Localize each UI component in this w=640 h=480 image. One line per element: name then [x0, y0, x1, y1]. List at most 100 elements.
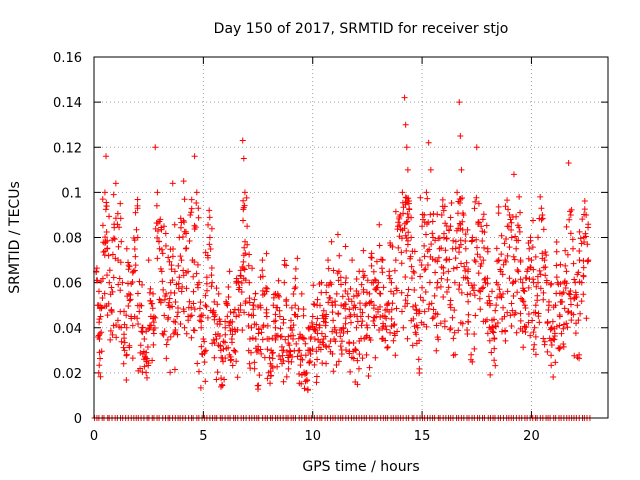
data-point	[537, 193, 544, 200]
data-point	[104, 312, 111, 319]
data-point	[117, 287, 124, 294]
data-point	[219, 382, 226, 389]
data-point	[209, 279, 216, 286]
data-point	[252, 290, 259, 297]
data-point	[430, 306, 437, 313]
data-point	[342, 279, 349, 286]
data-point	[288, 304, 295, 311]
data-point	[275, 277, 282, 284]
data-point	[553, 238, 560, 245]
data-point	[232, 348, 239, 355]
data-point	[169, 303, 176, 310]
data-point	[366, 290, 373, 297]
data-point	[290, 332, 297, 339]
data-point	[101, 290, 108, 297]
data-point	[353, 287, 360, 294]
data-point	[98, 348, 105, 355]
data-point	[363, 289, 370, 296]
data-point	[289, 353, 296, 360]
chart-title: Day 150 of 2017, SRMTID for receiver stj…	[214, 21, 509, 37]
y-tick-label: 0.12	[53, 141, 82, 156]
data-point	[462, 231, 469, 238]
data-point	[565, 160, 572, 167]
data-point	[332, 338, 339, 345]
data-point	[551, 330, 558, 337]
data-point	[276, 293, 283, 300]
data-point	[544, 348, 551, 355]
data-point	[370, 305, 377, 312]
data-point	[316, 302, 323, 309]
data-point	[288, 317, 294, 324]
data-point	[512, 309, 519, 316]
data-point	[348, 298, 355, 305]
data-point	[295, 305, 302, 312]
data-point	[425, 219, 432, 226]
data-point	[181, 196, 188, 203]
data-point	[258, 329, 265, 336]
data-point	[166, 295, 173, 302]
data-point	[280, 347, 287, 354]
data-point	[342, 320, 349, 327]
data-point	[430, 314, 437, 321]
data-point	[342, 243, 349, 250]
data-point	[458, 260, 465, 267]
data-point	[580, 264, 587, 271]
data-point	[195, 205, 202, 212]
data-point	[311, 301, 318, 308]
data-point	[220, 358, 227, 365]
data-point	[177, 224, 184, 231]
data-point	[484, 280, 491, 287]
y-tick-label: 0.06	[53, 277, 82, 292]
data-point	[398, 308, 405, 315]
data-point	[348, 319, 355, 326]
data-point	[229, 362, 236, 369]
data-point	[159, 278, 166, 285]
data-point	[99, 196, 106, 203]
data-point	[346, 339, 353, 346]
data-point	[95, 369, 102, 376]
data-point	[441, 203, 448, 210]
data-point	[96, 362, 103, 369]
data-point	[183, 230, 190, 237]
data-point	[527, 237, 534, 244]
data-point	[272, 324, 279, 331]
data-point	[146, 289, 153, 296]
data-point	[368, 262, 375, 269]
data-point	[560, 289, 567, 296]
data-point	[459, 320, 466, 327]
data-point	[180, 178, 187, 185]
data-point	[561, 305, 568, 312]
data-point	[117, 200, 124, 207]
data-point	[541, 338, 548, 345]
data-point	[177, 253, 184, 260]
data-point	[392, 257, 399, 264]
data-point	[567, 208, 574, 215]
data-point	[462, 245, 469, 252]
data-point	[241, 244, 248, 251]
data-point	[411, 269, 418, 276]
data-point	[212, 311, 219, 318]
data-point	[202, 347, 209, 354]
data-point	[375, 308, 382, 315]
data-point	[196, 317, 203, 324]
data-point	[556, 290, 563, 297]
data-point	[553, 274, 560, 281]
data-point	[579, 216, 586, 223]
data-point	[113, 322, 120, 329]
data-point	[473, 244, 480, 251]
data-point	[134, 196, 141, 203]
data-point	[465, 298, 472, 305]
data-point	[175, 262, 182, 269]
data-point	[483, 316, 490, 323]
data-point	[425, 305, 432, 312]
data-point	[291, 285, 298, 292]
data-point	[117, 215, 124, 222]
data-point	[408, 263, 415, 270]
data-point	[123, 376, 130, 383]
data-point	[473, 144, 480, 151]
data-point	[186, 298, 193, 305]
data-point	[498, 251, 505, 258]
data-point	[572, 279, 579, 286]
data-point	[487, 371, 494, 378]
data-point	[241, 309, 248, 316]
